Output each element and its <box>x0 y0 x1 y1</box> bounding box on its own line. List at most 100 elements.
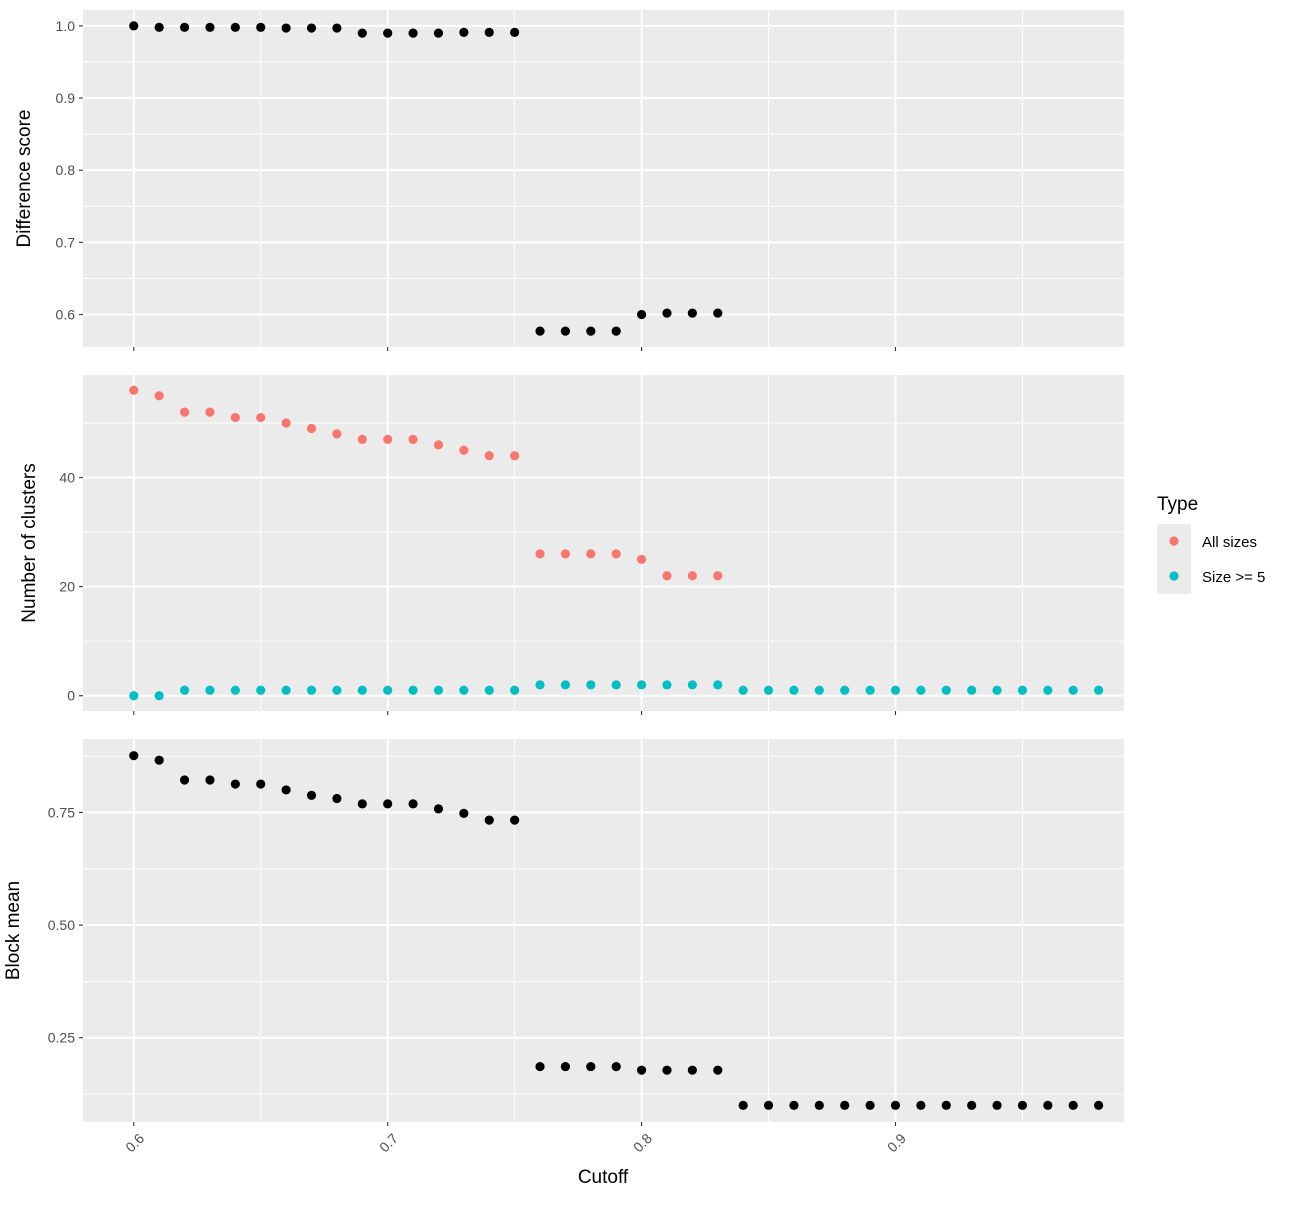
data-point <box>687 680 697 690</box>
data-point <box>636 680 647 690</box>
data-point <box>256 779 266 789</box>
data-point <box>611 1061 621 1072</box>
data-point <box>941 685 951 695</box>
data-point <box>256 22 266 32</box>
data-point <box>1017 1100 1028 1110</box>
data-point <box>281 785 291 795</box>
data-point <box>510 451 520 461</box>
data-point <box>230 685 240 695</box>
data-point <box>992 685 1002 695</box>
panels-layer: 0.6 0.7 0.8 0.9 1.0 Difference score 0 20 40 Numb… <box>3 10 1124 1155</box>
data-point <box>408 685 418 695</box>
data-point <box>890 1100 901 1110</box>
panel-background <box>83 375 1124 711</box>
data-point <box>383 799 393 809</box>
data-point <box>281 418 291 428</box>
y-tick-label: 0.75 <box>48 804 75 820</box>
data-point <box>459 685 469 695</box>
data-point <box>814 685 824 695</box>
data-point <box>357 685 367 695</box>
x-tick-label: 0.9 <box>884 1130 909 1155</box>
y-axis-title-block-mean: Block mean <box>3 881 24 980</box>
y-tick-label: 20 <box>59 579 75 595</box>
data-point <box>154 755 164 765</box>
data-point <box>357 434 367 444</box>
y-tick-label: 1.0 <box>56 18 76 34</box>
data-point <box>814 1100 824 1110</box>
data-point <box>383 434 393 444</box>
data-point <box>484 27 494 37</box>
data-point <box>586 680 596 690</box>
data-point <box>154 391 164 401</box>
data-point <box>636 554 647 564</box>
data-point <box>535 1061 545 1072</box>
data-point <box>662 308 672 318</box>
data-point <box>281 23 291 33</box>
data-point <box>230 22 240 32</box>
data-point <box>789 685 799 695</box>
y-tick-label: 0 <box>67 688 75 704</box>
data-point <box>1017 685 1028 695</box>
data-point <box>332 23 342 33</box>
data-point <box>586 1061 596 1072</box>
data-point <box>916 1100 926 1110</box>
series-number-of-clusters-1 <box>129 680 1104 701</box>
data-point <box>154 22 164 32</box>
data-point <box>763 685 774 695</box>
data-point <box>129 21 139 31</box>
data-point <box>230 412 240 423</box>
data-point <box>890 685 901 695</box>
series-difference-score-0 <box>129 21 723 336</box>
data-point <box>408 434 418 444</box>
series-number-of-clusters-0 <box>129 385 723 581</box>
data-point <box>205 775 215 785</box>
data-point <box>713 680 723 690</box>
data-point <box>408 799 418 809</box>
legend-label-size-5: Size >= 5 <box>1202 569 1265 586</box>
panel-background <box>83 10 1124 347</box>
legend-label-all-sizes: All sizes <box>1202 534 1257 551</box>
data-point <box>535 680 545 690</box>
data-point <box>281 685 291 695</box>
data-point <box>383 28 393 38</box>
data-point <box>713 571 723 581</box>
data-point <box>560 549 571 559</box>
legend-key-background <box>1157 524 1191 594</box>
y-axis-title-number-of-clusters: Number of clusters <box>19 463 40 622</box>
data-point <box>662 1065 672 1075</box>
data-point <box>1043 685 1053 695</box>
data-point <box>459 808 469 818</box>
x-tick-label: 0.6 <box>122 1130 147 1155</box>
data-point <box>687 308 697 318</box>
data-point <box>1043 1100 1053 1110</box>
data-point <box>433 685 444 695</box>
data-point <box>586 549 596 559</box>
panel-difference-score: 0.6 0.7 0.8 0.9 1.0 Difference score <box>14 10 1124 351</box>
data-point <box>967 685 977 695</box>
panel-number-of-clusters: 0 20 40 Number of clusters <box>19 375 1124 715</box>
data-point <box>560 680 571 690</box>
y-tick-label: 0.25 <box>48 1030 75 1046</box>
data-point <box>484 815 494 825</box>
x-tick-label: 0.7 <box>376 1130 401 1155</box>
data-point <box>535 326 545 336</box>
data-point <box>865 685 875 695</box>
data-point <box>738 1100 748 1110</box>
legend-title: Type <box>1157 494 1198 515</box>
data-point <box>865 1100 875 1110</box>
data-point <box>763 1100 774 1110</box>
data-point <box>459 27 469 37</box>
data-point <box>484 685 494 695</box>
data-point <box>129 751 139 761</box>
data-point <box>662 680 672 690</box>
data-point <box>332 429 342 439</box>
y-tick-label: 40 <box>59 470 75 486</box>
x-tick-label: 0.8 <box>630 1130 655 1155</box>
data-point <box>484 451 494 461</box>
y-tick-label: 0.7 <box>56 234 76 250</box>
data-point <box>408 28 418 38</box>
data-point <box>967 1100 977 1110</box>
data-point <box>738 685 748 695</box>
